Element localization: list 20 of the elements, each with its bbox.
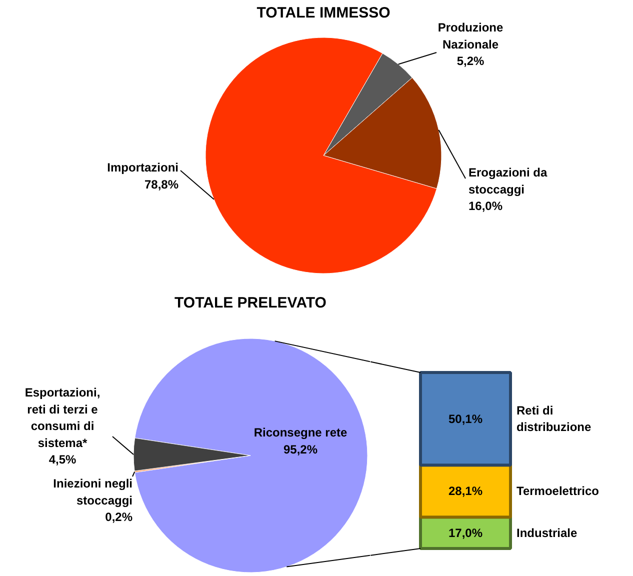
slice-label: Esportazioni, reti di terzi e consumi di sistema*: [24, 386, 100, 450]
slice-label: Erogazioni da stoccaggi: [468, 166, 548, 196]
data-label: 17,0%: [448, 526, 483, 540]
data-label: 0,2%: [105, 510, 133, 524]
slice-label: Riconsegne rete: [254, 426, 348, 440]
chart-title: TOTALE IMMESSO: [256, 4, 391, 22]
slice-label: Iniezioni negli stoccaggi: [53, 476, 133, 508]
series-label: Industriale: [516, 526, 578, 540]
slice-label: Importazioni: [107, 160, 179, 174]
data-label: 95,2%: [283, 442, 318, 456]
slice-label: Produzione Nazionale: [438, 20, 504, 52]
chart-title: TOTALE PRELEVATO: [174, 294, 327, 312]
data-label: 16,0%: [468, 199, 503, 214]
data-label: 50,1%: [448, 412, 483, 426]
data-label: 4,5%: [48, 452, 77, 467]
series-label: Termoelettrico: [516, 484, 599, 498]
data-label: 28,1%: [448, 484, 483, 498]
series-label: Reti di distribuzione: [516, 403, 592, 434]
data-label: 5,2%: [456, 54, 485, 68]
data-label: 78,8%: [144, 177, 179, 192]
